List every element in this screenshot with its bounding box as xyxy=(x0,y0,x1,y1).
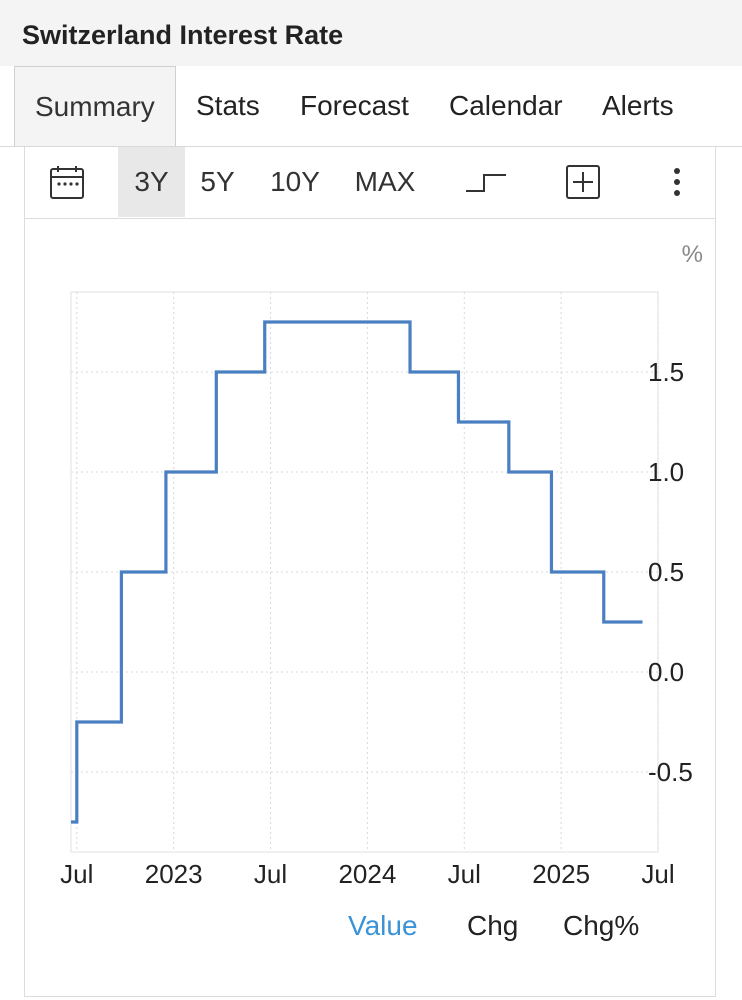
y-tick-label: 0.0 xyxy=(648,657,684,687)
series-line xyxy=(71,320,643,824)
tab-bar: Summary Stats Forecast Calendar Alerts xyxy=(0,66,742,147)
tab-calendar[interactable]: Calendar xyxy=(449,90,563,121)
legend-chg-tab[interactable]: Chg xyxy=(467,910,519,941)
x-tick-label: 2024 xyxy=(338,859,396,889)
range-max-button[interactable]: MAX xyxy=(354,166,416,197)
y-tick-label: -0.5 xyxy=(648,757,693,787)
header-bar: Switzerland Interest Rate xyxy=(0,0,742,67)
tab-forecast[interactable]: Forecast xyxy=(300,90,409,121)
x-tick-label: 2025 xyxy=(532,859,590,889)
x-tick-label: Jul xyxy=(448,859,481,889)
legend-chgpct-tab[interactable]: Chg% xyxy=(563,910,640,941)
y-tick-label: 1.0 xyxy=(648,457,684,487)
y-tick-label: 1.5 xyxy=(648,357,684,387)
chart-panel xyxy=(24,147,716,997)
unit-label: % xyxy=(682,241,703,268)
calendar-icon[interactable] xyxy=(47,147,87,217)
y-tick-label: 0.5 xyxy=(648,557,684,587)
interest-rate-chart: Jul 2023 Jul 2024 Jul 2025 Jul 1.5 1.0 0.5 0.0 -0.5… xyxy=(60,241,703,889)
legend-value-tab[interactable]: Value xyxy=(348,910,418,941)
x-tick-label: Jul xyxy=(254,859,287,889)
page-title: Switzerland Interest Rate xyxy=(22,20,344,50)
more-vertical-icon[interactable] xyxy=(665,147,689,217)
x-tick-label: Jul xyxy=(60,859,93,889)
step-line-icon[interactable] xyxy=(463,147,509,217)
tab-summary[interactable]: Summary xyxy=(14,66,176,146)
tab-alerts[interactable]: Alerts xyxy=(602,90,674,121)
chart-toolbar: 3Y 5Y 10Y MAX xyxy=(24,147,716,219)
x-tick-label: Jul xyxy=(641,859,674,889)
range-10y-button[interactable]: 10Y xyxy=(270,166,320,197)
range-3y-button[interactable]: 3Y xyxy=(118,147,185,217)
chart-area: Jul 2023 Jul 2024 Jul 2025 Jul 1.5 1.0 0.5 0.0 -0.5… xyxy=(0,220,742,920)
add-icon[interactable] xyxy=(565,147,601,217)
range-5y-button[interactable]: 5Y xyxy=(200,166,235,197)
tab-stats[interactable]: Stats xyxy=(196,90,260,121)
x-tick-label: 2023 xyxy=(145,859,203,889)
